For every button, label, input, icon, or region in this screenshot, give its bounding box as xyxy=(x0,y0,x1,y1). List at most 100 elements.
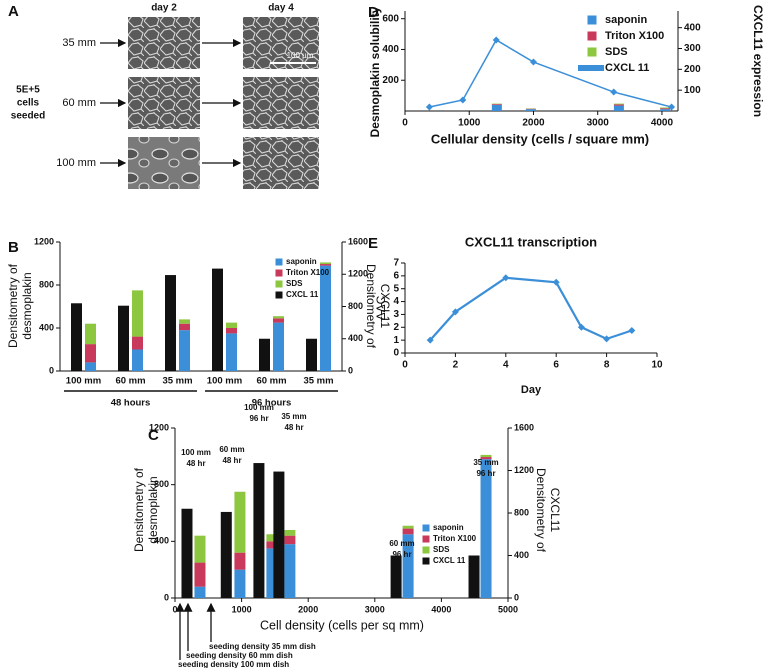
side-label: 5E+5 xyxy=(16,85,40,96)
marker xyxy=(529,58,537,66)
bar xyxy=(132,349,143,371)
y2-tick-label: 0 xyxy=(348,365,353,375)
y-tick-label: 6 xyxy=(393,270,399,281)
bar xyxy=(613,104,624,106)
legend-label: Triton X100 xyxy=(433,534,477,543)
y-tick-label: 4 xyxy=(393,296,399,307)
bar xyxy=(234,491,246,553)
bar xyxy=(266,541,278,549)
row-label: 60 mm xyxy=(62,97,96,109)
y2-tick-label: 200 xyxy=(684,64,701,75)
panel-label: A xyxy=(8,3,19,20)
group-label: 48 hours xyxy=(111,398,151,409)
marker xyxy=(668,103,676,111)
y2-axis-label: CXCL11 xyxy=(548,488,562,533)
y-axis-label: desmoplakin xyxy=(146,476,160,543)
y2-tick-label: 800 xyxy=(348,301,363,311)
bar xyxy=(273,318,284,323)
x-tick-label: 0 xyxy=(402,118,408,129)
y2-tick-label: 0 xyxy=(514,592,519,602)
y-tick-label: 800 xyxy=(39,279,54,289)
legend-label: saponin xyxy=(605,14,647,26)
y-axis-label: Desmoplakin solubility xyxy=(368,6,382,137)
row-label: 35 mm xyxy=(62,37,96,49)
marker xyxy=(451,308,459,316)
legend-swatch xyxy=(422,535,430,543)
note: seeding density 100 mm dish xyxy=(178,660,289,668)
legend-label: saponin xyxy=(433,523,464,532)
marker xyxy=(577,323,585,331)
bar xyxy=(320,265,331,371)
x-tick-label: 100 mm xyxy=(207,376,242,387)
x-tick-label: 8 xyxy=(604,360,610,371)
y2-tick-label: 400 xyxy=(514,550,529,560)
bar xyxy=(194,562,206,587)
y2-tick-label: 1600 xyxy=(514,422,534,432)
bar xyxy=(491,104,502,111)
y-axis-label: Densitometry of xyxy=(6,263,20,348)
micrograph xyxy=(128,77,200,129)
legend-label: CXCL 11 xyxy=(286,290,319,299)
marker xyxy=(628,327,636,334)
panel-label: E xyxy=(368,235,378,252)
x-tick-label: 2000 xyxy=(298,604,318,614)
x-tick-label: 5000 xyxy=(498,604,518,614)
y2-tick-label: 800 xyxy=(514,507,529,517)
annotation: 48 hr xyxy=(186,459,205,468)
bar xyxy=(480,459,492,598)
bar xyxy=(226,333,237,371)
marker xyxy=(610,88,618,96)
x-tick-label: 3000 xyxy=(365,604,385,614)
line xyxy=(429,276,633,341)
y-tick-label: 400 xyxy=(154,536,169,546)
bar xyxy=(132,336,143,350)
x-tick-label: 0 xyxy=(172,604,177,614)
bar xyxy=(179,330,190,371)
bar xyxy=(273,316,284,319)
bar xyxy=(525,109,536,111)
x-tick-label: 1000 xyxy=(232,604,252,614)
annotation: 100 mm xyxy=(244,403,274,412)
panel-a: A day 2 day 4 35 mm 60 mm 100 mm 5E+5 ce… xyxy=(8,3,319,189)
y-axis-label: Densitometry of xyxy=(132,467,146,552)
y-tick-label: 0 xyxy=(164,592,169,602)
side-label: seeded xyxy=(11,111,45,122)
note: seeding density 60 mm dish xyxy=(186,651,293,660)
annotation: 35 mm xyxy=(281,412,306,421)
marker xyxy=(552,278,560,286)
x-tick-label: 35 mm xyxy=(162,376,192,387)
x-tick-label: 1000 xyxy=(458,118,481,129)
y2-tick-label: 1600 xyxy=(348,236,368,246)
bar xyxy=(71,303,82,371)
bar xyxy=(85,323,96,345)
panel-label: D xyxy=(368,4,379,21)
y2-tick-label: 1200 xyxy=(348,269,368,279)
legend-swatch xyxy=(422,557,430,565)
legend-swatch xyxy=(422,524,430,532)
bar xyxy=(660,109,671,111)
line xyxy=(429,38,672,108)
annotation: 96 hr xyxy=(476,469,495,478)
y2-tick-label: 400 xyxy=(684,22,701,33)
x-axis-label: Cell density (cells per sq mm) xyxy=(260,618,424,632)
y-tick-label: 200 xyxy=(382,75,399,86)
panel-label: B xyxy=(8,239,19,256)
y2-axis-label: CXCL11 expression xyxy=(751,5,765,117)
legend-swatch xyxy=(275,291,283,299)
bar xyxy=(284,535,296,545)
annotation: 100 mm xyxy=(181,448,211,457)
legend-label: CXCL 11 xyxy=(433,556,466,565)
annotation: 96 hr xyxy=(249,414,268,423)
y2-axis-label: Densitometry of xyxy=(364,264,378,349)
y2-tick-label: 100 xyxy=(684,85,701,96)
bar xyxy=(491,104,502,105)
bar xyxy=(266,548,278,598)
bar xyxy=(179,319,190,324)
bar xyxy=(118,305,129,371)
y-tick-label: 1 xyxy=(393,335,399,346)
annotation: 48 hr xyxy=(222,456,241,465)
legend-swatch xyxy=(587,15,597,25)
marker xyxy=(426,336,434,344)
legend-label: SDS xyxy=(433,545,450,554)
